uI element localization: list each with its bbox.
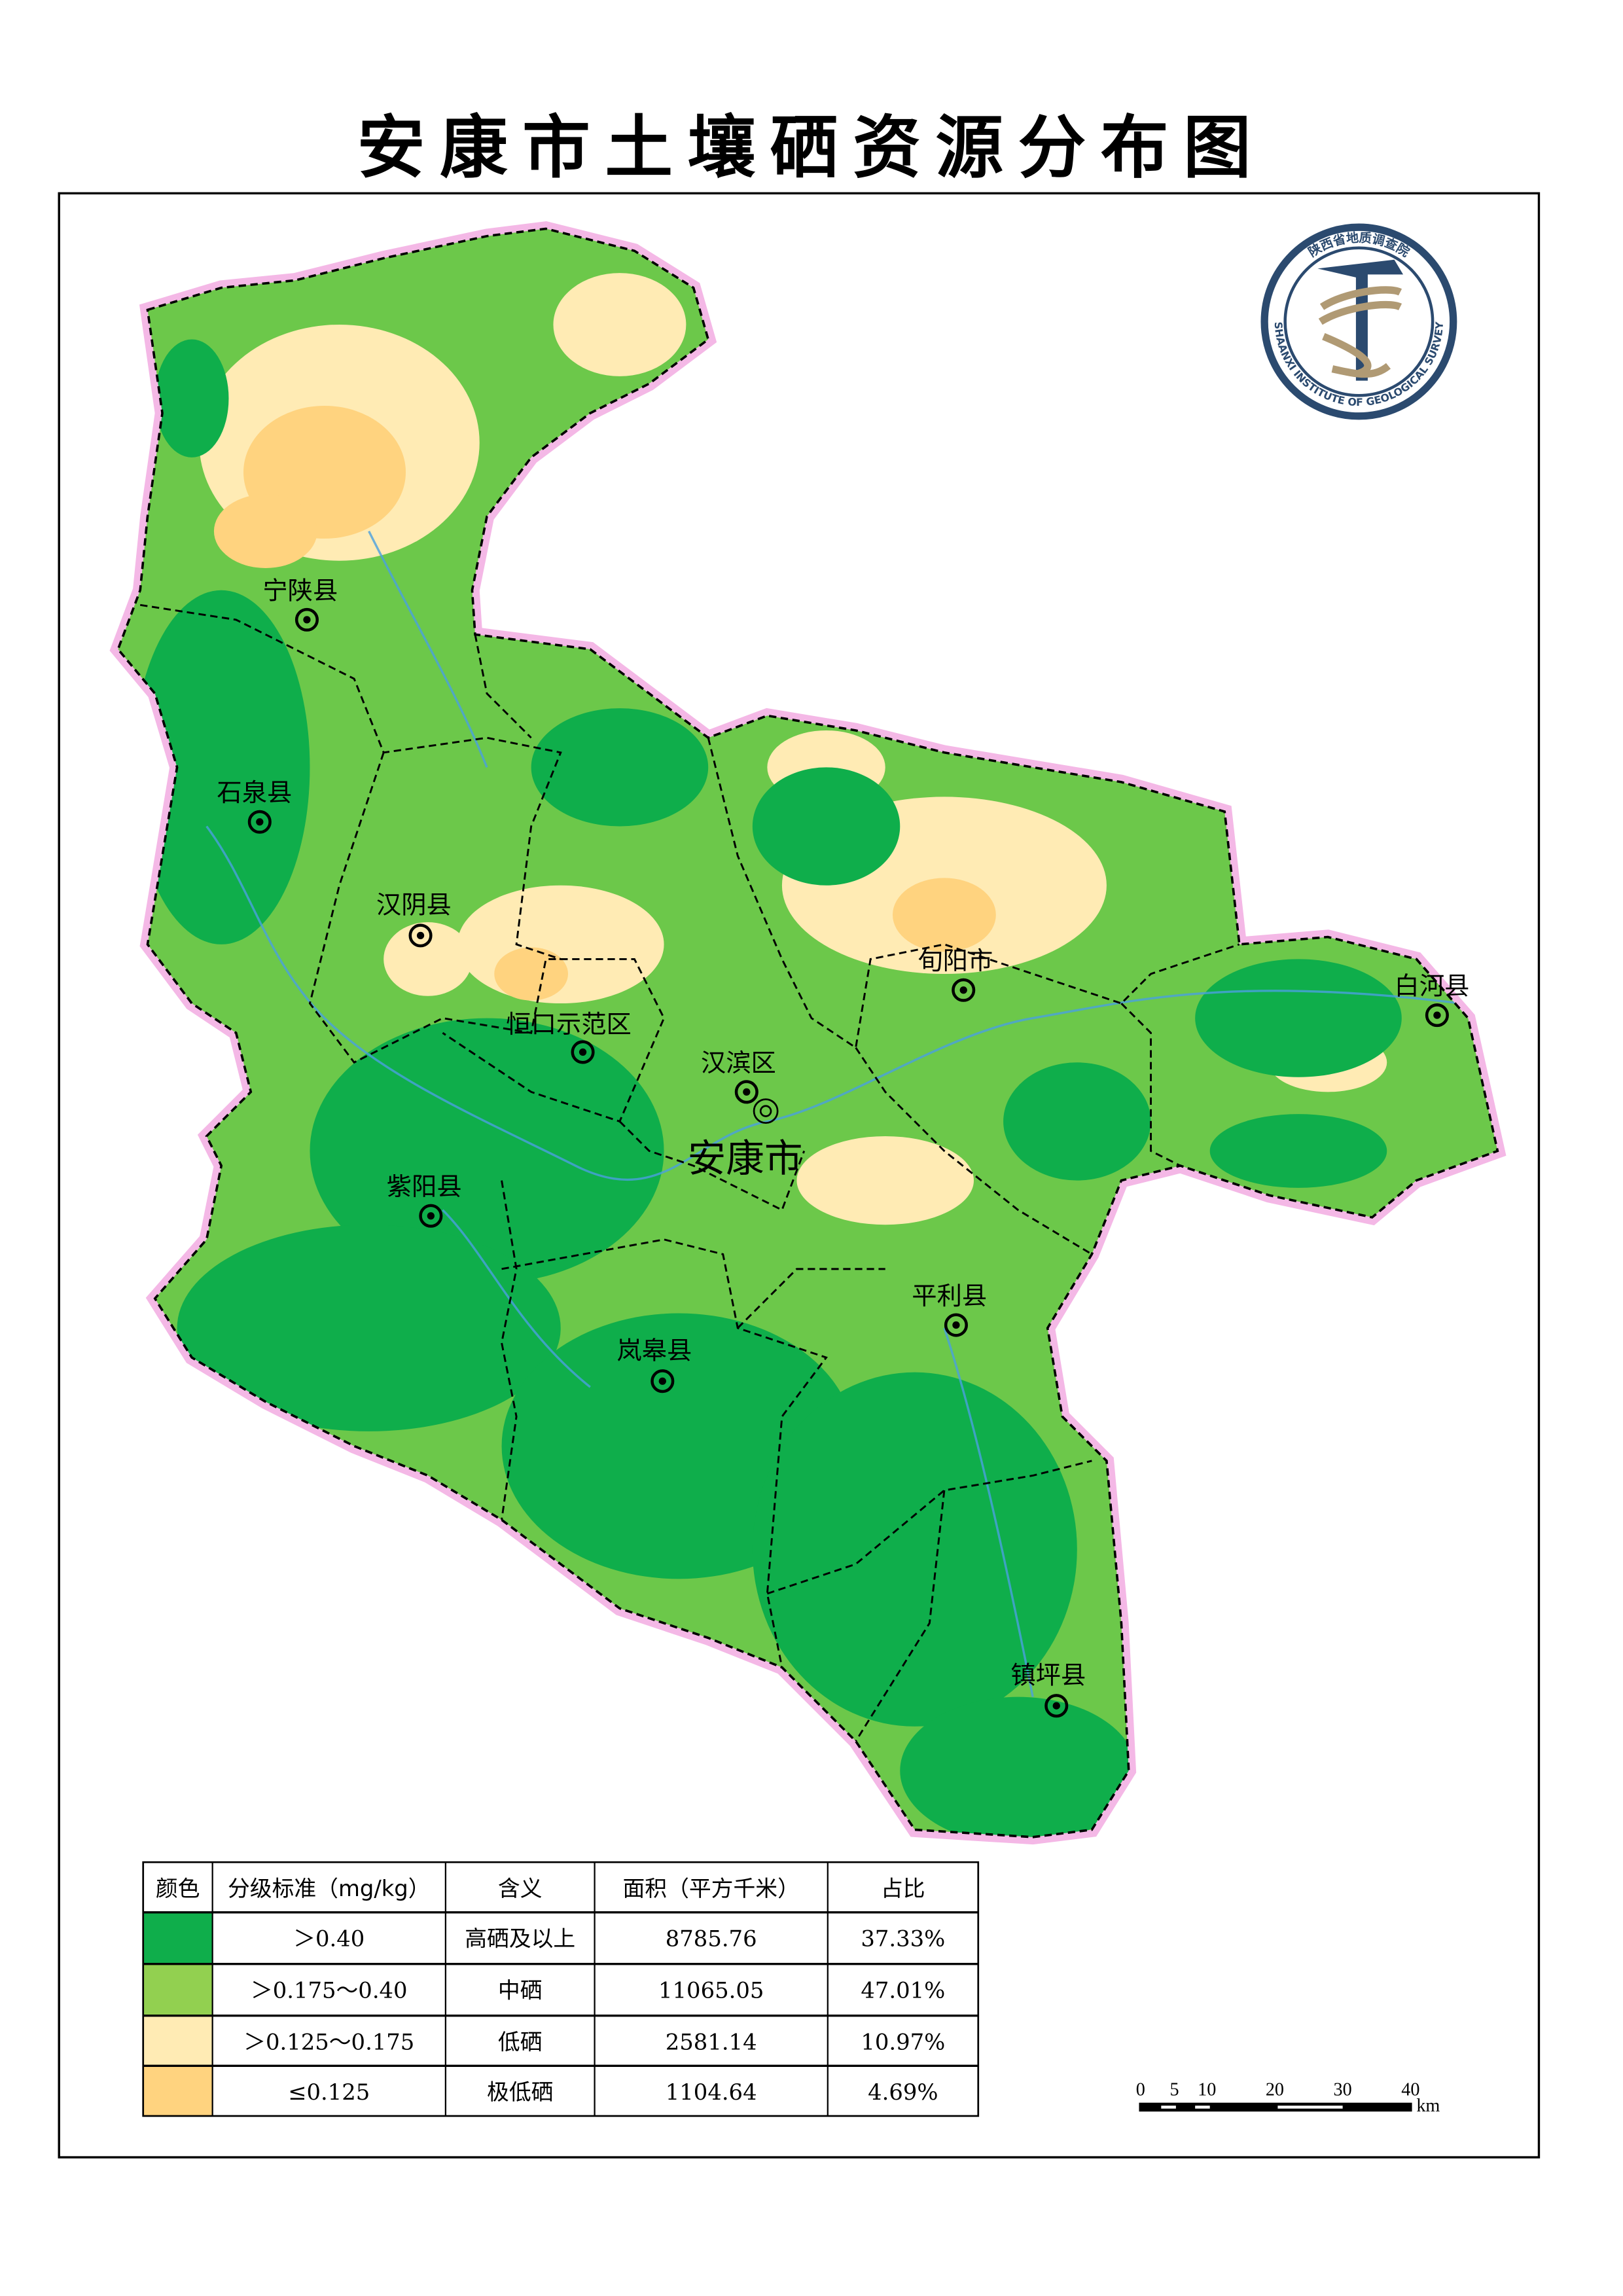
scale-unit: km [1416, 2096, 1440, 2116]
district-ziyang: 紫阳县 [387, 1172, 462, 1228]
district-pingli: 平利县 [912, 1282, 987, 1337]
svg-text:白河县: 白河县 [1395, 972, 1470, 1001]
svg-text:平利县: 平利县 [912, 1282, 987, 1311]
legend-cell-meaning: 高硒及以上 [465, 1926, 575, 1952]
legend-table: 颜色 分级标准（mg/kg） 含义 面积（平方千米） 占比 ＞0.40 ＞0.175～0.4… [142, 1861, 980, 2117]
svg-text:汉滨区: 汉滨区 [701, 1049, 776, 1078]
legend-header: 含义 [498, 1876, 543, 1901]
legend-cell-range: ≤0.125 [288, 2079, 370, 2105]
scale-tick: 40 [1401, 2079, 1419, 2100]
legend-swatch [143, 2015, 213, 2066]
legend-header: 颜色 [156, 1876, 200, 1901]
legend-header: 分级标准（mg/kg） [228, 1876, 431, 1901]
svg-text:紫阳县: 紫阳县 [387, 1172, 462, 1202]
svg-text:旬阳市: 旬阳市 [918, 946, 993, 976]
hammer-icon [1317, 259, 1404, 381]
legend-cell-area: 11065.05 [658, 1978, 764, 2003]
scale-tick: 30 [1334, 2079, 1352, 2100]
district-hanbin: 汉滨区 [701, 1049, 779, 1124]
district-shiquan: 石泉县 [217, 778, 292, 834]
legend-cell-share: 4.69% [868, 2079, 938, 2105]
svg-text:宁陕县: 宁陕县 [262, 576, 338, 605]
legend-cell-range: ＞0.175～0.40 [251, 1978, 408, 2003]
svg-text:镇坪县: 镇坪县 [1010, 1660, 1086, 1690]
scale-tick: 0 [1136, 2079, 1145, 2100]
legend-cell-share: 10.97% [861, 2029, 945, 2054]
svg-text:恒口示范区: 恒口示范区 [506, 1010, 632, 1039]
very-low-selenium-areas [213, 405, 996, 1001]
map-title: 安康市土壤硒资源分布图 [357, 109, 1266, 188]
scale-bar: 0 5 10 20 30 40 km [1136, 2079, 1440, 2116]
district-hanyin: 汉阴县 [376, 891, 452, 948]
scale-tick: 5 [1170, 2079, 1179, 2100]
legend-cell-range: ＞0.125～0.175 [243, 2029, 414, 2054]
legend-swatch [143, 2066, 213, 2116]
legend-cell-share: 47.01% [861, 1978, 945, 2003]
city-label: 安康市 [688, 1136, 803, 1181]
legend-cell-area: 2581.14 [666, 2029, 757, 2054]
district-baihe: 白河县 [1395, 972, 1470, 1028]
legend-cell-meaning: 极低硒 [487, 2079, 553, 2105]
scale-tick: 20 [1266, 2079, 1284, 2100]
legend-cell-meaning: 中硒 [498, 1978, 543, 2003]
district-langao: 岚皋县 [616, 1336, 692, 1393]
district-labels: 宁陕县 石泉县 汉阴县 恒口示范区 汉滨区 旬阳市 白河县 紫阳县 平利县 岚皋… [217, 576, 1470, 1718]
institute-logo: 陕西省地质调查院 SHAANXI INSTITUTE OF GEOLOGICAL… [1260, 223, 1457, 420]
district-zhenping: 镇坪县 [1010, 1660, 1086, 1718]
svg-text:汉阴县: 汉阴县 [376, 891, 452, 920]
rivers [205, 530, 1461, 1698]
district-ningshan: 宁陕县 [262, 576, 338, 632]
legend-cell-area: 8785.76 [666, 1926, 757, 1952]
legend-swatch [143, 1912, 213, 1964]
scale-tick: 10 [1198, 2079, 1216, 2100]
district-hengkou: 恒口示范区 [506, 1010, 632, 1064]
legend-cell-area: 1104.64 [666, 2079, 757, 2105]
map-frame [58, 192, 1541, 2159]
legend-header: 面积（平方千米） [623, 1876, 800, 1901]
legend-cell-share: 37.33% [861, 1926, 945, 1952]
high-selenium-areas [132, 339, 1402, 1837]
district-xunyang: 旬阳市 [918, 946, 993, 1002]
selenium-map [88, 207, 1534, 1859]
svg-text:石泉县: 石泉县 [217, 778, 292, 808]
district-boundaries [139, 603, 1240, 1742]
svg-text:岚皋县: 岚皋县 [616, 1336, 692, 1365]
legend-cell-range: ＞0.40 [293, 1926, 365, 1952]
legend-cell-meaning: 低硒 [498, 2029, 543, 2054]
legend-header: 占比 [881, 1876, 925, 1901]
legend-swatch [143, 1964, 213, 2016]
